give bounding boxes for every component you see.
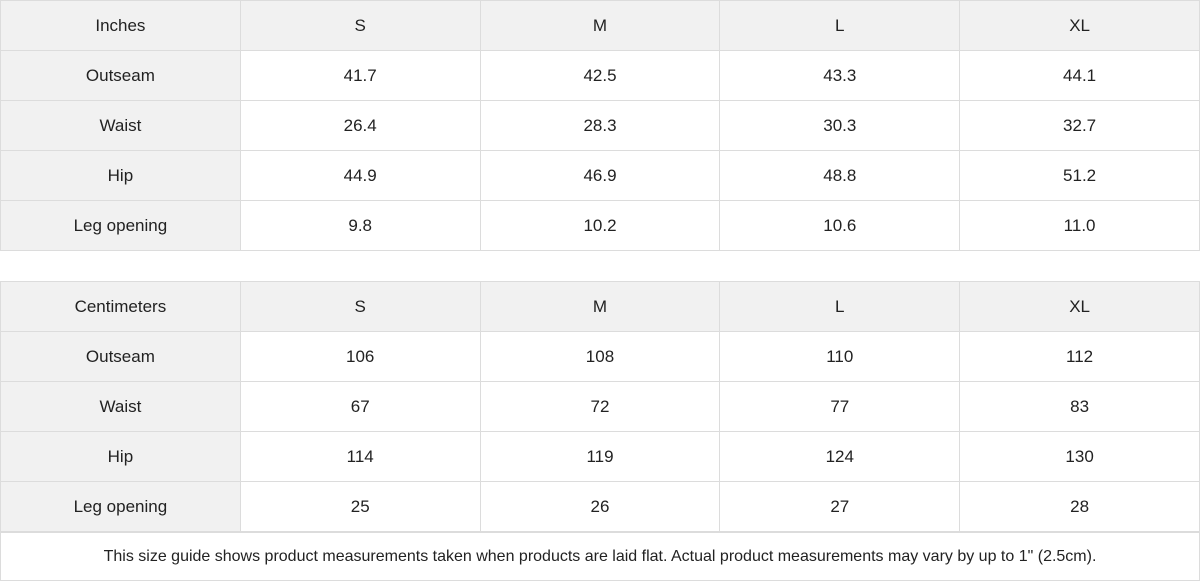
measurement-value: 41.7 xyxy=(239,50,481,101)
table-row: Outseam 106 108 110 112 xyxy=(0,331,1200,382)
measurement-value: 43.3 xyxy=(719,50,961,101)
measurement-value: 27 xyxy=(719,481,961,532)
measurement-value: 25 xyxy=(239,481,481,532)
measurement-value: 124 xyxy=(719,431,961,482)
measurement-label: Outseam xyxy=(0,50,241,101)
size-header: M xyxy=(479,0,721,51)
measurement-value: 110 xyxy=(719,331,961,382)
size-header: M xyxy=(479,281,721,332)
measurement-label: Waist xyxy=(0,381,241,432)
table-row: Hip 44.9 46.9 48.8 51.2 xyxy=(0,150,1200,201)
measurement-value: 112 xyxy=(959,331,1200,382)
table-row: Waist 67 72 77 83 xyxy=(0,381,1200,432)
measurement-label: Leg opening xyxy=(0,481,241,532)
measurement-value: 77 xyxy=(719,381,961,432)
table-row: Leg opening 25 26 27 28 xyxy=(0,481,1200,532)
measurement-value: 32.7 xyxy=(959,100,1200,151)
measurement-value: 119 xyxy=(479,431,721,482)
measurement-value: 10.6 xyxy=(719,200,961,251)
measurement-label: Hip xyxy=(0,150,241,201)
unit-header: Inches xyxy=(0,0,241,51)
header-row: Centimeters S M L XL xyxy=(0,281,1200,332)
measurement-value: 106 xyxy=(239,331,481,382)
measurement-label: Hip xyxy=(0,431,241,482)
centimeters-table: Centimeters S M L XL Outseam 106 108 110 112 Waist… xyxy=(0,281,1200,532)
measurement-value: 108 xyxy=(479,331,721,382)
table-spacer xyxy=(0,251,1200,281)
measurement-label: Waist xyxy=(0,100,241,151)
header-row: Inches S M L XL xyxy=(0,0,1200,51)
measurement-value: 30.3 xyxy=(719,100,961,151)
measurement-value: 72 xyxy=(479,381,721,432)
measurement-label: Leg opening xyxy=(0,200,241,251)
size-header: S xyxy=(239,0,481,51)
measurement-value: 28 xyxy=(959,481,1200,532)
measurement-value: 67 xyxy=(239,381,481,432)
size-header: S xyxy=(239,281,481,332)
measurement-value: 130 xyxy=(959,431,1200,482)
unit-header: Centimeters xyxy=(0,281,241,332)
measurement-value: 51.2 xyxy=(959,150,1200,201)
table-row: Hip 114 119 124 130 xyxy=(0,431,1200,482)
measurement-value: 48.8 xyxy=(719,150,961,201)
measurement-value: 10.2 xyxy=(479,200,721,251)
measurement-value: 11.0 xyxy=(959,200,1200,251)
measurement-value: 26 xyxy=(479,481,721,532)
measurement-value: 83 xyxy=(959,381,1200,432)
measurement-value: 44.1 xyxy=(959,50,1200,101)
measurement-value: 114 xyxy=(239,431,481,482)
table-row: Leg opening 9.8 10.2 10.6 11.0 xyxy=(0,200,1200,251)
measurement-value: 9.8 xyxy=(239,200,481,251)
measurement-value: 42.5 xyxy=(479,50,721,101)
table-row: Waist 26.4 28.3 30.3 32.7 xyxy=(0,100,1200,151)
size-header: L xyxy=(719,0,961,51)
measurement-value: 44.9 xyxy=(239,150,481,201)
size-header: XL xyxy=(959,281,1200,332)
size-header: L xyxy=(719,281,961,332)
size-guide-footnote: This size guide shows product measuremen… xyxy=(0,532,1200,581)
inches-table: Inches S M L XL Outseam 41.7 42.5 43.3 44.1 Waist 2… xyxy=(0,0,1200,251)
table-row: Outseam 41.7 42.5 43.3 44.1 xyxy=(0,50,1200,101)
size-guide: Inches S M L XL Outseam 41.7 42.5 43.3 44.1 Waist 2… xyxy=(0,0,1200,532)
measurement-label: Outseam xyxy=(0,331,241,382)
measurement-value: 46.9 xyxy=(479,150,721,201)
measurement-value: 26.4 xyxy=(239,100,481,151)
measurement-value: 28.3 xyxy=(479,100,721,151)
size-header: XL xyxy=(959,0,1200,51)
